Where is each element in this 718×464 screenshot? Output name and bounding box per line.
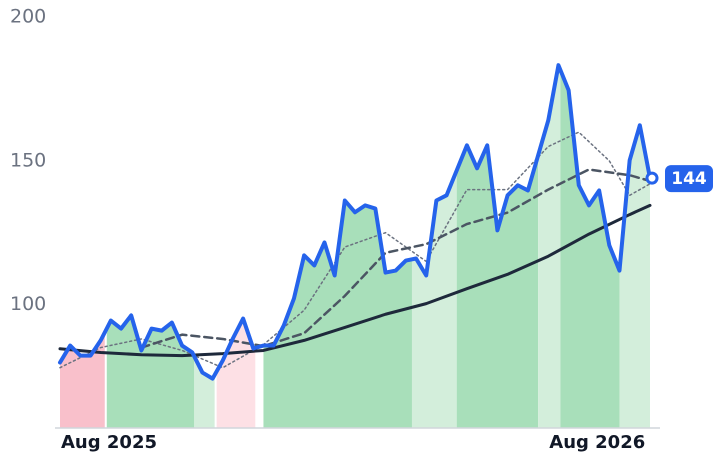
y-tick-label: 200	[10, 6, 46, 28]
y-tick-label: 100	[10, 293, 46, 315]
x-tick-label: Aug 2025	[61, 432, 157, 453]
regime-band	[60, 65, 105, 428]
last-price-label: 144	[671, 169, 707, 189]
x-tick-label: Aug 2026	[549, 432, 645, 453]
y-tick-label: 150	[10, 149, 46, 171]
price-line	[58, 63, 652, 381]
regime-band	[538, 65, 561, 428]
regime-band	[263, 65, 412, 428]
moving-average-line	[140, 168, 652, 349]
last-price-badge	[665, 165, 713, 193]
moving-average-line	[58, 203, 652, 358]
moving-average-line	[59, 131, 651, 369]
regime-band	[106, 65, 195, 428]
last-price-dot	[645, 171, 659, 185]
regime-band	[560, 65, 620, 428]
